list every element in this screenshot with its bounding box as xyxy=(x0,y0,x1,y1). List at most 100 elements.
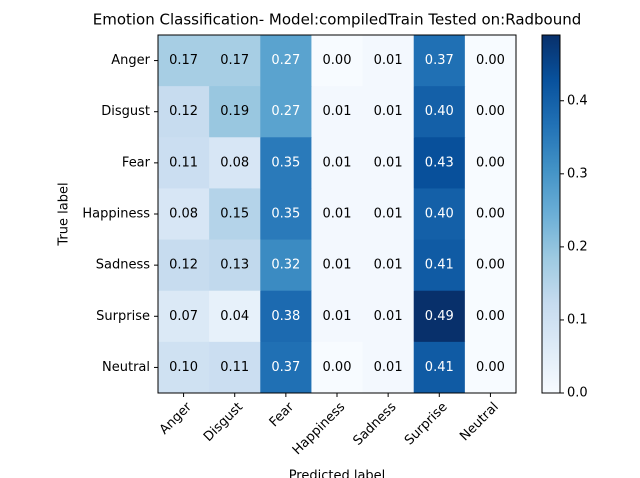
heatmap-cell xyxy=(311,341,364,394)
y-tick-label: Happiness xyxy=(82,207,150,222)
heatmap-cell xyxy=(311,188,364,241)
heatmap-cell xyxy=(158,35,210,87)
cell-label: 0.17 xyxy=(220,53,249,68)
heatmap-cell xyxy=(209,188,261,241)
cell-label: 0.37 xyxy=(271,360,300,375)
cell-label: 0.19 xyxy=(220,104,249,119)
heatmap-cell xyxy=(260,188,312,241)
cell-label: 0.11 xyxy=(169,155,198,170)
heatmap-cell xyxy=(158,86,210,138)
y-tick-label: Surprise xyxy=(96,309,150,324)
cell-label: 0.27 xyxy=(271,53,300,68)
cell-label: 0.12 xyxy=(169,104,198,119)
heatmap-cell xyxy=(311,239,364,292)
cell-label: 0.01 xyxy=(374,360,403,375)
cell-label: 0.01 xyxy=(374,53,403,68)
cell-label: 0.01 xyxy=(323,104,352,119)
chart-title: Emotion Classification- Model:compiledTr… xyxy=(93,11,582,29)
cell-label: 0.01 xyxy=(374,155,403,170)
cell-label: 0.32 xyxy=(271,258,300,273)
cell-label: 0.00 xyxy=(323,360,352,375)
colorbar-tick-label: 0.4 xyxy=(567,93,588,108)
cell-label: 0.07 xyxy=(169,309,198,324)
y-tick-label: Neutral xyxy=(102,360,150,375)
heatmap-cell xyxy=(413,290,466,343)
heatmap-cell xyxy=(413,239,466,292)
cell-label: 0.49 xyxy=(425,309,454,324)
y-tick-label: Anger xyxy=(111,53,150,68)
cell-label: 0.00 xyxy=(476,53,505,68)
heatmap-cell xyxy=(464,188,517,241)
heatmap-cell xyxy=(260,137,312,189)
cell-label: 0.41 xyxy=(425,258,454,273)
x-axis-label: Predicted label xyxy=(289,469,386,478)
x-tick-label: Fear xyxy=(267,399,298,430)
cell-label: 0.01 xyxy=(323,207,352,222)
cell-label: 0.00 xyxy=(476,207,505,222)
cell-label: 0.00 xyxy=(323,53,352,68)
cell-label: 0.17 xyxy=(169,53,198,68)
y-tick-label: Sadness xyxy=(96,258,150,273)
heatmap-cell xyxy=(362,86,415,138)
heatmap-cell xyxy=(260,35,312,87)
cell-label: 0.37 xyxy=(425,53,454,68)
heatmap-cell xyxy=(158,290,210,343)
heatmap-cell xyxy=(464,239,517,292)
heatmap-cell xyxy=(362,35,415,87)
heatmap-cell xyxy=(209,86,261,138)
heatmap-cell xyxy=(260,86,312,138)
heatmap-cell xyxy=(209,239,261,292)
cell-label: 0.04 xyxy=(220,309,249,324)
cell-label: 0.40 xyxy=(425,207,454,222)
cell-label: 0.08 xyxy=(220,155,249,170)
y-axis-label: True label xyxy=(57,182,72,246)
heatmap-cell xyxy=(362,188,415,241)
heatmap-cell xyxy=(413,35,466,87)
cell-label: 0.35 xyxy=(271,155,300,170)
heatmap-cell xyxy=(311,35,364,87)
cell-label: 0.11 xyxy=(220,360,249,375)
heatmap-cell xyxy=(311,86,364,138)
cell-label: 0.12 xyxy=(169,258,198,273)
heatmap-cell xyxy=(464,341,517,394)
heatmap-cell xyxy=(209,137,261,189)
x-tick-label: Surprise xyxy=(402,400,451,449)
cell-label: 0.38 xyxy=(271,309,300,324)
x-tick-label: Neutral xyxy=(457,400,502,445)
y-tick-label: Fear xyxy=(122,155,151,170)
heatmap-cell xyxy=(362,290,415,343)
cell-label: 0.00 xyxy=(476,309,505,324)
heatmap-cell xyxy=(158,137,210,189)
x-tick-label: Anger xyxy=(157,399,195,437)
cell-label: 0.01 xyxy=(323,258,352,273)
colorbar xyxy=(541,34,561,394)
cell-label: 0.08 xyxy=(169,207,198,222)
heatmap-cell xyxy=(413,137,466,189)
x-tick-label: Disgust xyxy=(201,400,246,445)
cell-label: 0.01 xyxy=(374,207,403,222)
cell-label: 0.00 xyxy=(476,155,505,170)
cell-label: 0.01 xyxy=(323,309,352,324)
colorbar-tick-label: 0.1 xyxy=(567,312,588,327)
heatmap-cell xyxy=(209,290,261,343)
cell-label: 0.00 xyxy=(476,258,505,273)
heatmap-cell xyxy=(362,239,415,292)
heatmap-cell xyxy=(260,341,312,394)
heatmap-cell xyxy=(209,341,261,394)
heatmap-cell xyxy=(362,137,415,189)
x-tick-label: Sadness xyxy=(350,400,399,449)
cell-label: 0.01 xyxy=(374,309,403,324)
y-tick-label: Disgust xyxy=(101,104,150,119)
cell-label: 0.40 xyxy=(425,104,454,119)
cell-label: 0.41 xyxy=(425,360,454,375)
cell-label: 0.01 xyxy=(374,104,403,119)
colorbar-tick-label: 0.2 xyxy=(567,239,588,254)
heatmap-cell xyxy=(260,290,312,343)
colorbar-tick-label: 0.3 xyxy=(567,166,588,181)
heatmap-cell xyxy=(464,86,517,138)
cell-label: 0.27 xyxy=(271,104,300,119)
heatmap-cell xyxy=(413,341,466,394)
heatmap-cell xyxy=(413,188,466,241)
cell-label: 0.01 xyxy=(374,258,403,273)
